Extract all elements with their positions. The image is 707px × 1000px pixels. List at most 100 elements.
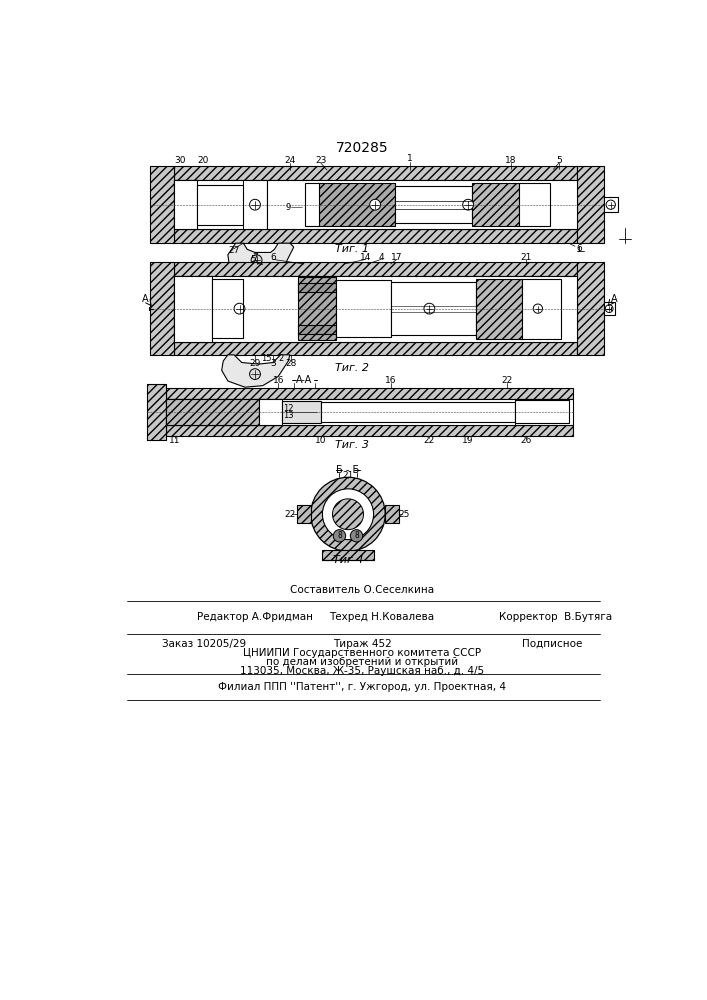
Bar bbox=[166, 388, 573, 399]
Text: 9: 9 bbox=[286, 203, 291, 212]
Text: 19: 19 bbox=[462, 436, 474, 445]
Bar bbox=[174, 276, 212, 342]
Text: Подписное: Подписное bbox=[522, 639, 583, 649]
Bar bbox=[604, 302, 615, 315]
Text: 1: 1 bbox=[407, 154, 413, 163]
Text: 10: 10 bbox=[315, 436, 327, 445]
Circle shape bbox=[333, 530, 346, 542]
Text: Τиг. 2: Τиг. 2 bbox=[335, 363, 369, 373]
Bar bbox=[305, 183, 320, 226]
Text: 20: 20 bbox=[197, 156, 209, 165]
Circle shape bbox=[351, 530, 363, 542]
Text: 6: 6 bbox=[576, 244, 582, 253]
Text: Редактор А.Фридман: Редактор А.Фридман bbox=[197, 612, 313, 622]
Text: 13: 13 bbox=[283, 411, 293, 420]
Circle shape bbox=[322, 489, 373, 540]
Circle shape bbox=[370, 199, 380, 210]
Bar bbox=[174, 262, 577, 276]
Bar bbox=[577, 166, 604, 243]
Text: 15: 15 bbox=[262, 354, 272, 363]
Bar bbox=[297, 505, 311, 523]
Circle shape bbox=[234, 303, 245, 314]
Bar bbox=[321, 402, 515, 422]
Bar bbox=[282, 401, 321, 423]
Bar bbox=[298, 325, 337, 334]
Text: 25: 25 bbox=[398, 510, 409, 519]
Bar bbox=[166, 399, 573, 425]
Text: ЦНИИПИ Государственного комитета СССР: ЦНИИПИ Государственного комитета СССР bbox=[243, 648, 481, 658]
Text: Заказ 10205/29: Заказ 10205/29 bbox=[162, 639, 246, 649]
Text: A: A bbox=[142, 294, 149, 304]
Text: 28: 28 bbox=[286, 359, 297, 368]
Bar bbox=[146, 384, 166, 440]
Text: 22: 22 bbox=[501, 376, 513, 385]
Bar bbox=[174, 180, 197, 229]
Text: 30: 30 bbox=[174, 156, 185, 165]
Polygon shape bbox=[222, 355, 290, 387]
Text: 21: 21 bbox=[342, 471, 354, 480]
Circle shape bbox=[332, 499, 363, 530]
Text: 22: 22 bbox=[423, 436, 435, 445]
Text: Составитель О.Сеселкина: Составитель О.Сеселкина bbox=[290, 585, 434, 595]
Bar bbox=[317, 183, 395, 226]
Bar bbox=[322, 550, 373, 560]
Text: 29: 29 bbox=[250, 359, 261, 368]
Bar bbox=[337, 280, 391, 337]
Text: Корректор  В.Бутяга: Корректор В.Бутяга bbox=[499, 612, 612, 622]
Text: 21: 21 bbox=[520, 253, 532, 262]
Bar bbox=[166, 425, 573, 436]
Text: Τиг. 1: Τиг. 1 bbox=[335, 244, 369, 254]
Polygon shape bbox=[228, 243, 293, 274]
Circle shape bbox=[311, 477, 385, 551]
Text: Τиг. 3: Τиг. 3 bbox=[335, 440, 369, 450]
Bar bbox=[174, 229, 577, 243]
Circle shape bbox=[606, 200, 615, 209]
Bar bbox=[174, 342, 577, 355]
Bar bbox=[515, 400, 569, 423]
Text: Τиг 4: Τиг 4 bbox=[333, 555, 363, 565]
Text: 6: 6 bbox=[270, 253, 276, 262]
Bar bbox=[267, 180, 577, 229]
Text: A-A: A-A bbox=[296, 375, 312, 385]
Text: 14: 14 bbox=[360, 253, 371, 262]
Text: 720285: 720285 bbox=[336, 141, 388, 155]
Text: 12: 12 bbox=[283, 404, 293, 413]
Text: 7: 7 bbox=[252, 253, 258, 262]
Text: 8: 8 bbox=[337, 531, 342, 540]
Text: Б - Б: Б - Б bbox=[337, 465, 360, 475]
Text: 16: 16 bbox=[385, 376, 397, 385]
Bar bbox=[166, 399, 259, 425]
Text: 11: 11 bbox=[170, 436, 181, 445]
Circle shape bbox=[250, 369, 260, 379]
Bar bbox=[212, 279, 243, 338]
Text: Филиал ППП ''Патент'', г. Ужгород, ул. Проектная, 4: Филиал ППП ''Патент'', г. Ужгород, ул. П… bbox=[218, 682, 506, 692]
Text: 113035, Москва, Ж-35, Раушская наб., д. 4/5: 113035, Москва, Ж-35, Раушская наб., д. … bbox=[240, 666, 484, 676]
Bar bbox=[476, 279, 522, 339]
Text: 4: 4 bbox=[378, 253, 384, 262]
Bar bbox=[522, 279, 561, 339]
Text: 5: 5 bbox=[250, 255, 257, 264]
Text: Тираж 452: Тираж 452 bbox=[332, 639, 392, 649]
Text: по делам изобретений и открытий: по делам изобретений и открытий bbox=[266, 657, 458, 667]
Bar bbox=[604, 197, 618, 212]
Circle shape bbox=[605, 305, 613, 312]
Bar bbox=[259, 399, 282, 425]
Circle shape bbox=[250, 199, 260, 210]
Bar bbox=[174, 180, 267, 229]
Bar bbox=[174, 276, 577, 342]
Circle shape bbox=[533, 304, 542, 313]
Text: 2: 2 bbox=[278, 354, 284, 363]
Bar bbox=[385, 505, 399, 523]
Text: 24: 24 bbox=[284, 156, 296, 165]
Text: 16: 16 bbox=[272, 376, 284, 385]
Bar bbox=[472, 183, 518, 226]
Bar bbox=[518, 183, 549, 226]
Text: 22: 22 bbox=[284, 510, 296, 519]
Text: 23: 23 bbox=[315, 156, 327, 165]
Text: A: A bbox=[611, 294, 617, 304]
Bar bbox=[174, 166, 577, 180]
Text: 27: 27 bbox=[228, 246, 240, 255]
Bar bbox=[298, 283, 337, 292]
Circle shape bbox=[462, 199, 474, 210]
Text: 3: 3 bbox=[270, 359, 276, 368]
